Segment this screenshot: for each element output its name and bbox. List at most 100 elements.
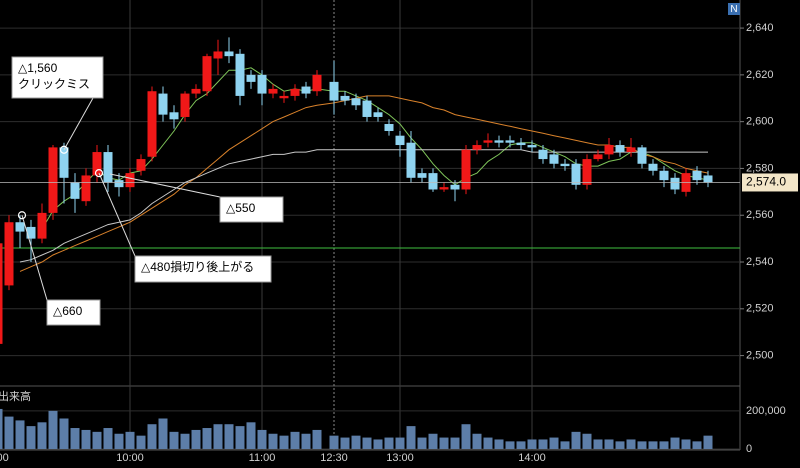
candle-body	[26, 226, 36, 239]
candle-body	[158, 93, 168, 115]
annotation-text: △480損切り後上がる	[141, 259, 254, 274]
volume-bar	[81, 429, 91, 449]
volume-bar	[92, 431, 102, 449]
volume-tick-label: 0	[746, 443, 752, 455]
candle-body	[604, 145, 614, 155]
volume-bar	[450, 437, 460, 449]
volume-bar	[461, 424, 471, 449]
candle-body	[472, 145, 482, 150]
volume-bar	[0, 408, 3, 449]
candle-body	[538, 149, 548, 160]
volume-bar	[290, 431, 300, 449]
annotation-box	[11, 56, 104, 99]
candle-body	[593, 154, 603, 160]
volume-bar	[180, 433, 190, 449]
x-tick-label: 10:00	[116, 452, 144, 464]
y-tick-label: 2,640	[746, 22, 774, 34]
last-price-label: 2,574.0	[746, 175, 786, 189]
annotation: △660	[17, 211, 101, 326]
candle-body	[384, 123, 394, 132]
volume-bar	[626, 439, 636, 449]
volume-bar	[472, 433, 482, 449]
annotation-text: △550	[226, 201, 256, 215]
volume-bar	[439, 437, 449, 449]
annotation-box	[219, 196, 284, 223]
volume-bar	[125, 431, 135, 449]
trade-marker	[94, 169, 104, 178]
candle-body	[450, 184, 460, 190]
candle-body	[549, 154, 559, 164]
y-tick-label: 2,500	[746, 349, 774, 361]
volume-bar	[703, 435, 713, 449]
y-tick-label: 2,580	[746, 162, 774, 174]
x-tick-label: 12:30	[320, 452, 348, 464]
volume-bar	[136, 435, 146, 449]
candle-body	[670, 177, 680, 190]
annotation: △480損切り後上がる	[94, 169, 272, 283]
candle-body	[373, 112, 383, 117]
candle-body	[516, 142, 526, 146]
last-price-box	[742, 173, 798, 192]
volume-bar	[15, 420, 25, 449]
candle-body	[169, 112, 179, 120]
candle-body	[659, 170, 669, 181]
volume-bar	[301, 433, 311, 449]
volume-bar	[147, 424, 157, 449]
annotation: △550	[109, 173, 284, 223]
candle-body	[312, 74, 322, 92]
volume-bar	[362, 437, 372, 449]
candle-body	[417, 173, 427, 178]
candle-body	[505, 140, 515, 143]
y-tick-label: 2,540	[746, 256, 774, 268]
annotation-box	[134, 255, 272, 283]
volume-bar	[681, 439, 691, 449]
candle-body	[692, 170, 702, 181]
annotation-text: クリックミス	[18, 77, 90, 91]
candle-body	[560, 163, 570, 167]
volume-bar	[169, 431, 179, 449]
volume-bar	[329, 435, 339, 449]
volume-bar	[582, 433, 592, 449]
volume-bar	[37, 422, 47, 449]
volume-bar	[505, 441, 515, 449]
candle-body	[202, 56, 212, 92]
volume-bar	[615, 441, 625, 449]
ma-line	[19, 95, 709, 272]
volume-bar	[158, 418, 168, 449]
candle-body	[571, 163, 581, 185]
candle-body	[37, 212, 47, 239]
candle-body	[290, 88, 300, 96]
candle-body	[527, 145, 537, 148]
candle-body	[340, 95, 350, 101]
candle-body	[483, 140, 493, 143]
x-tick-label: 14:00	[518, 452, 546, 464]
trade-marker	[59, 145, 69, 154]
volume-bar	[340, 437, 350, 449]
volume-bar	[351, 435, 361, 449]
candle-body	[92, 152, 102, 176]
badge-box	[728, 3, 740, 15]
volume-bar	[246, 422, 256, 449]
candle-body	[329, 81, 339, 101]
candle-body	[279, 95, 289, 99]
candle-body	[351, 98, 361, 106]
volume-bar	[48, 410, 58, 449]
candle-body	[268, 88, 278, 94]
candle-body	[257, 74, 267, 94]
ma-line	[19, 149, 708, 263]
annotation-leader	[21, 215, 48, 301]
candle-body	[147, 91, 157, 157]
volume-bar	[279, 435, 289, 449]
candle-body	[582, 159, 592, 185]
volume-bar	[268, 433, 278, 449]
candle-body	[301, 86, 311, 94]
volume-bar	[692, 441, 702, 449]
candle-body	[224, 51, 234, 57]
volume-bar	[26, 426, 36, 449]
volume-tick-label: 200,000	[746, 405, 786, 417]
volume-bar	[648, 441, 658, 449]
volume-bar	[549, 437, 559, 449]
candle-body	[703, 175, 713, 183]
